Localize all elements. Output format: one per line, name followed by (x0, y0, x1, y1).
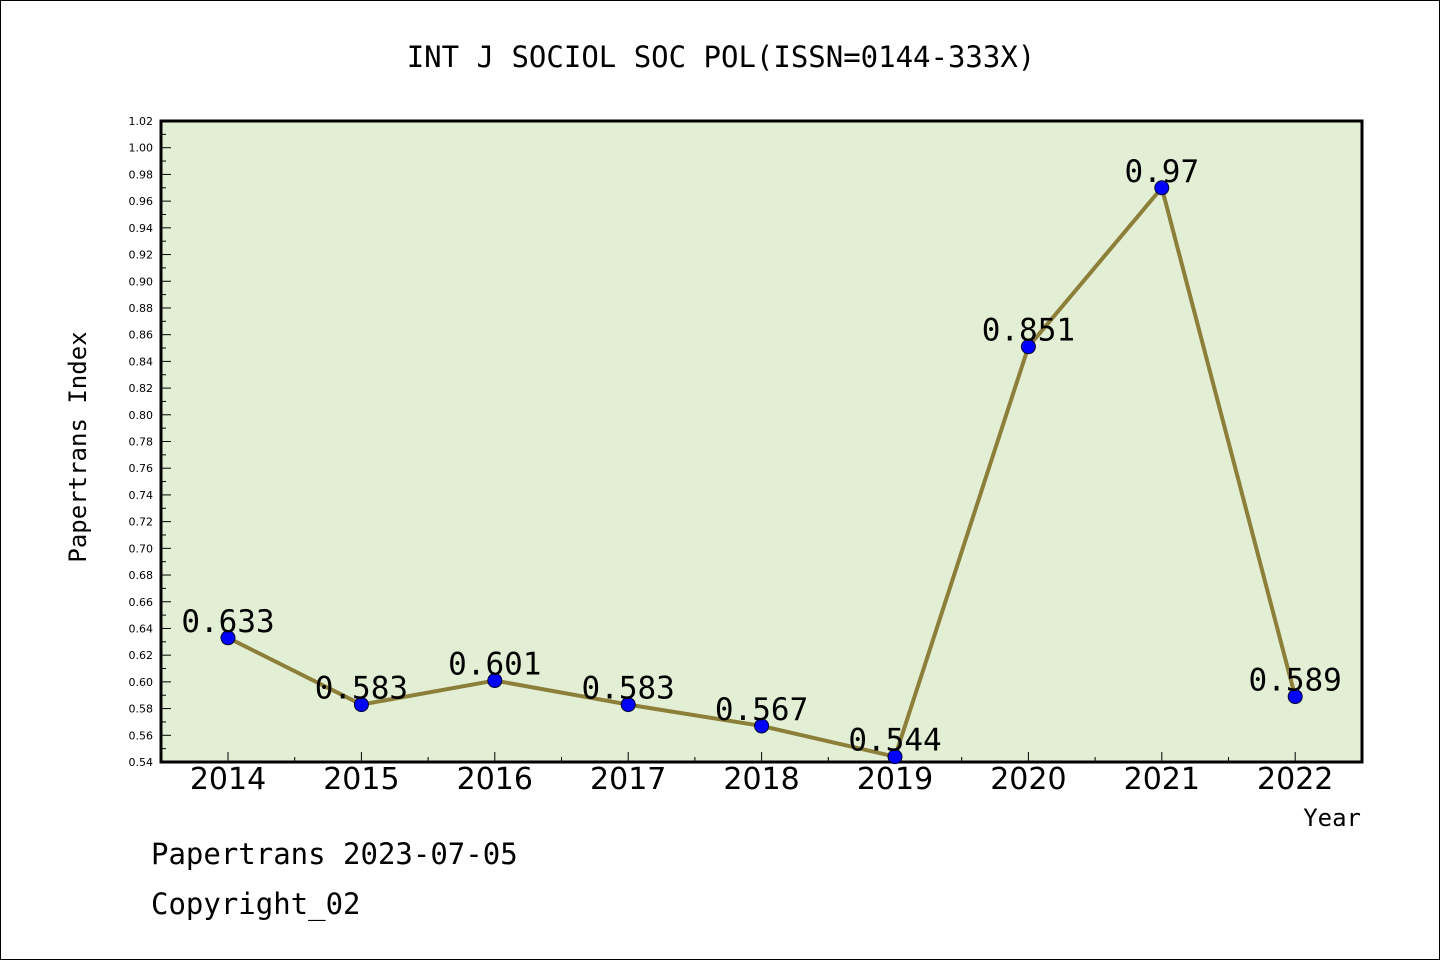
footer-copyright-text: Copyright_02 (151, 887, 361, 921)
x-tick-label: 2015 (323, 762, 399, 797)
x-tick-label: 2014 (190, 762, 266, 797)
data-point (487, 673, 503, 689)
y-tick-label: 0.78 (129, 436, 154, 449)
data-point (620, 697, 636, 713)
y-tick-label: 0.84 (129, 355, 154, 368)
y-tick-label: 0.62 (129, 649, 154, 662)
chart-title: INT J SOCIOL SOC POL(ISSN=0144-333X) (407, 40, 1036, 74)
y-tick-label: 0.92 (129, 249, 154, 262)
data-point (1154, 180, 1170, 196)
y-tick-label: 0.56 (129, 729, 154, 742)
y-axis: 0.54 0.56 0.58 0.60 0.62 0.64 0.66 0.68 0.70 0.72… (129, 115, 171, 769)
y-tick-label: 0.94 (129, 222, 154, 235)
data-point (887, 749, 903, 765)
data-label: 0.567 (715, 692, 808, 728)
data-point (1020, 339, 1036, 355)
y-tick-label: 0.64 (129, 622, 154, 635)
x-tick-label: 2016 (457, 762, 533, 797)
x-tick-label: 2022 (1257, 762, 1333, 797)
y-tick-label: 0.98 (129, 168, 154, 181)
data-point (353, 697, 369, 713)
y-tick-label: 0.88 (129, 302, 154, 315)
markers-group (220, 180, 1303, 765)
y-tick-label: 0.96 (129, 195, 154, 208)
x-tick-label: 2019 (857, 762, 933, 797)
y-tick-label: 1.02 (129, 115, 154, 128)
data-label: 0.633 (181, 604, 274, 640)
data-label: 0.851 (982, 313, 1075, 349)
data-label: 0.97 (1124, 154, 1199, 190)
data-point (754, 718, 770, 734)
y-tick-label: 0.60 (129, 676, 154, 689)
x-tick-label: 2021 (1124, 762, 1200, 797)
y-tick-label: 0.76 (129, 462, 154, 475)
data-point (1287, 689, 1303, 705)
data-label: 0.544 (848, 723, 941, 759)
x-axis-label: Year (1303, 804, 1361, 832)
data-point (220, 630, 236, 646)
footer-date-text: Papertrans 2023-07-05 (151, 837, 518, 871)
x-tick-label: 2018 (723, 762, 799, 797)
y-tick-label: 0.90 (129, 275, 154, 288)
y-axis-label: Papertrans Index (64, 331, 92, 562)
y-tick-label: 0.72 (129, 516, 154, 529)
y-tick-label: 0.82 (129, 382, 154, 395)
x-axis: 2014 2015 2016 2017 2018 2019 2020 2021 2022 (190, 752, 1333, 797)
y-tick-label: 0.86 (129, 329, 154, 342)
y-tick-label: 0.68 (129, 569, 154, 582)
y-tick-label: 0.54 (129, 756, 154, 769)
plot-area (159, 119, 1364, 764)
data-label: 0.583 (582, 671, 675, 707)
data-label: 0.589 (1249, 663, 1342, 699)
data-label: 0.601 (448, 647, 541, 683)
y-tick-label: 0.74 (129, 489, 154, 502)
data-labels-group: 0.633 0.583 0.601 0.583 0.567 0.544 0.851 0.97 0… (181, 154, 1342, 759)
y-tick-label: 1.00 (129, 142, 154, 155)
data-label: 0.583 (315, 671, 408, 707)
y-tick-label: 0.58 (129, 703, 154, 716)
x-tick-label: 2020 (990, 762, 1066, 797)
x-tick-label: 2017 (590, 762, 666, 797)
y-tick-label: 0.80 (129, 409, 154, 422)
y-tick-label: 0.70 (129, 542, 154, 555)
y-tick-label: 0.66 (129, 596, 154, 609)
